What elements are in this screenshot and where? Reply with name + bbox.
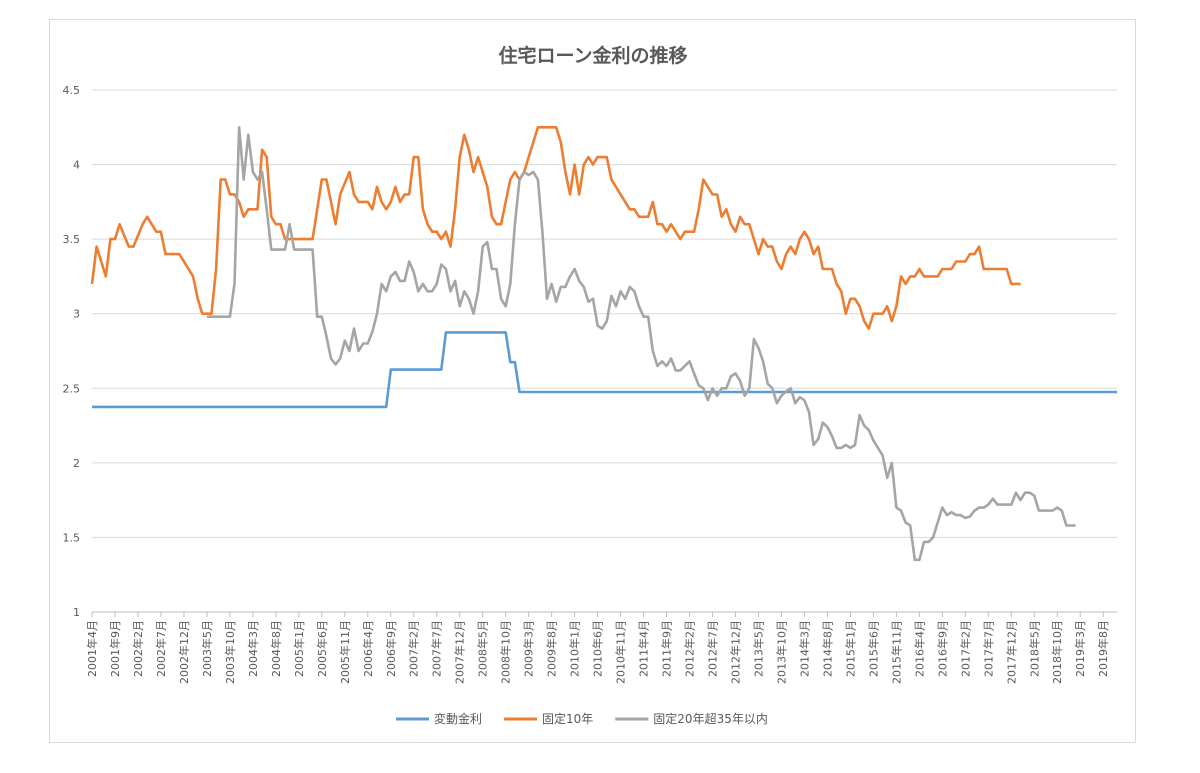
x-tick-label: 2018年10月 (1050, 620, 1064, 684)
x-tick-label: 2007年2月 (407, 620, 421, 677)
series-line-0 (92, 331, 1117, 409)
x-tick-label: 2013年10月 (774, 620, 788, 684)
x-tick-label: 2004年3月 (246, 620, 260, 677)
x-tick-label: 2005年6月 (315, 620, 329, 677)
x-tick-label: 2006年4月 (361, 620, 375, 677)
legend: 変動金利 固定10年 固定20年超35年以内 (396, 711, 768, 726)
series-line-1 (90, 126, 1021, 330)
x-tick-label: 2015年6月 (866, 620, 880, 677)
y-tick-label: 4 (73, 159, 80, 172)
x-tick-label: 2017年12月 (1004, 620, 1018, 684)
x-tick-label: 2001年4月 (85, 620, 99, 677)
x-tick-label: 2017年2月 (958, 620, 972, 677)
x-tick-label: 2002年12月 (177, 620, 191, 684)
x-tick-label: 2008年5月 (476, 620, 490, 677)
x-tick-label: 2014年8月 (820, 620, 834, 677)
x-tick-label: 2010年1月 (568, 620, 582, 677)
legend-label-0: 変動金利 (434, 711, 482, 726)
grid-lines (92, 89, 1117, 613)
y-tick-label: 2 (73, 457, 80, 470)
x-tick-label: 2011年9月 (660, 620, 674, 677)
x-tick-label: 2003年10月 (223, 620, 237, 684)
y-tick-label: 2.5 (63, 382, 81, 395)
x-tick-label: 2006年9月 (384, 620, 398, 677)
x-tick-label: 2008年10月 (499, 620, 513, 684)
x-tick-label: 2012年12月 (728, 620, 742, 684)
y-axis: 1 1.5 2 2.5 3 3.5 4 4.5 (63, 84, 81, 619)
x-tick-label: 2012年2月 (683, 620, 697, 677)
x-tick-label: 2018年5月 (1027, 620, 1041, 677)
y-tick-label: 3 (73, 308, 80, 321)
x-tick-label: 2013年5月 (751, 620, 765, 677)
x-tick-label: 2009年3月 (522, 620, 536, 677)
x-tick-label: 2009年8月 (545, 620, 559, 677)
x-tick-label: 2002年2月 (131, 620, 145, 677)
x-tick-label: 2005年1月 (292, 620, 306, 677)
x-tick-label: 2001年9月 (108, 620, 122, 677)
x-tick-label: 2010年6月 (591, 620, 605, 677)
x-tick-label: 2012年7月 (706, 620, 720, 677)
x-tick-label: 2015年11月 (889, 620, 903, 684)
x-tick-label: 2019年8月 (1096, 620, 1110, 677)
x-tick-label: 2007年12月 (453, 620, 467, 684)
x-tick-label: 2016年9月 (935, 620, 949, 677)
x-tick-label: 2019年3月 (1073, 620, 1087, 677)
x-tick-label: 2015年1月 (843, 620, 857, 677)
series-line-2 (206, 126, 1076, 562)
y-tick-label: 1 (73, 606, 80, 619)
x-tick-label: 2017年7月 (981, 620, 995, 677)
legend-label-1: 固定10年 (542, 711, 593, 726)
x-tick-label: 2016年4月 (912, 620, 926, 677)
y-tick-label: 4.5 (63, 84, 81, 97)
x-tick-label: 2005年11月 (338, 620, 352, 684)
series-lines (90, 126, 1117, 562)
chart-title: 住宅ローン金利の推移 (498, 44, 687, 67)
x-tick-label: 2011年4月 (637, 620, 651, 677)
y-tick-label: 1.5 (63, 531, 81, 544)
x-tick-label: 2014年3月 (797, 620, 811, 677)
x-tick-label: 2007年7月 (430, 620, 444, 677)
legend-label-2: 固定20年超35年以内 (653, 711, 768, 726)
x-tick-label: 2003年5月 (200, 620, 214, 677)
x-tick-label: 2010年11月 (614, 620, 628, 684)
y-tick-label: 3.5 (63, 233, 81, 246)
chart-frame (49, 19, 1136, 743)
x-axis: 2001年4月 2001年9月 2002年2月 2002年7月 2002年12月 2003… (85, 612, 1110, 684)
x-tick-label: 2002年7月 (154, 620, 168, 677)
x-tick-label: 2004年8月 (269, 620, 283, 677)
